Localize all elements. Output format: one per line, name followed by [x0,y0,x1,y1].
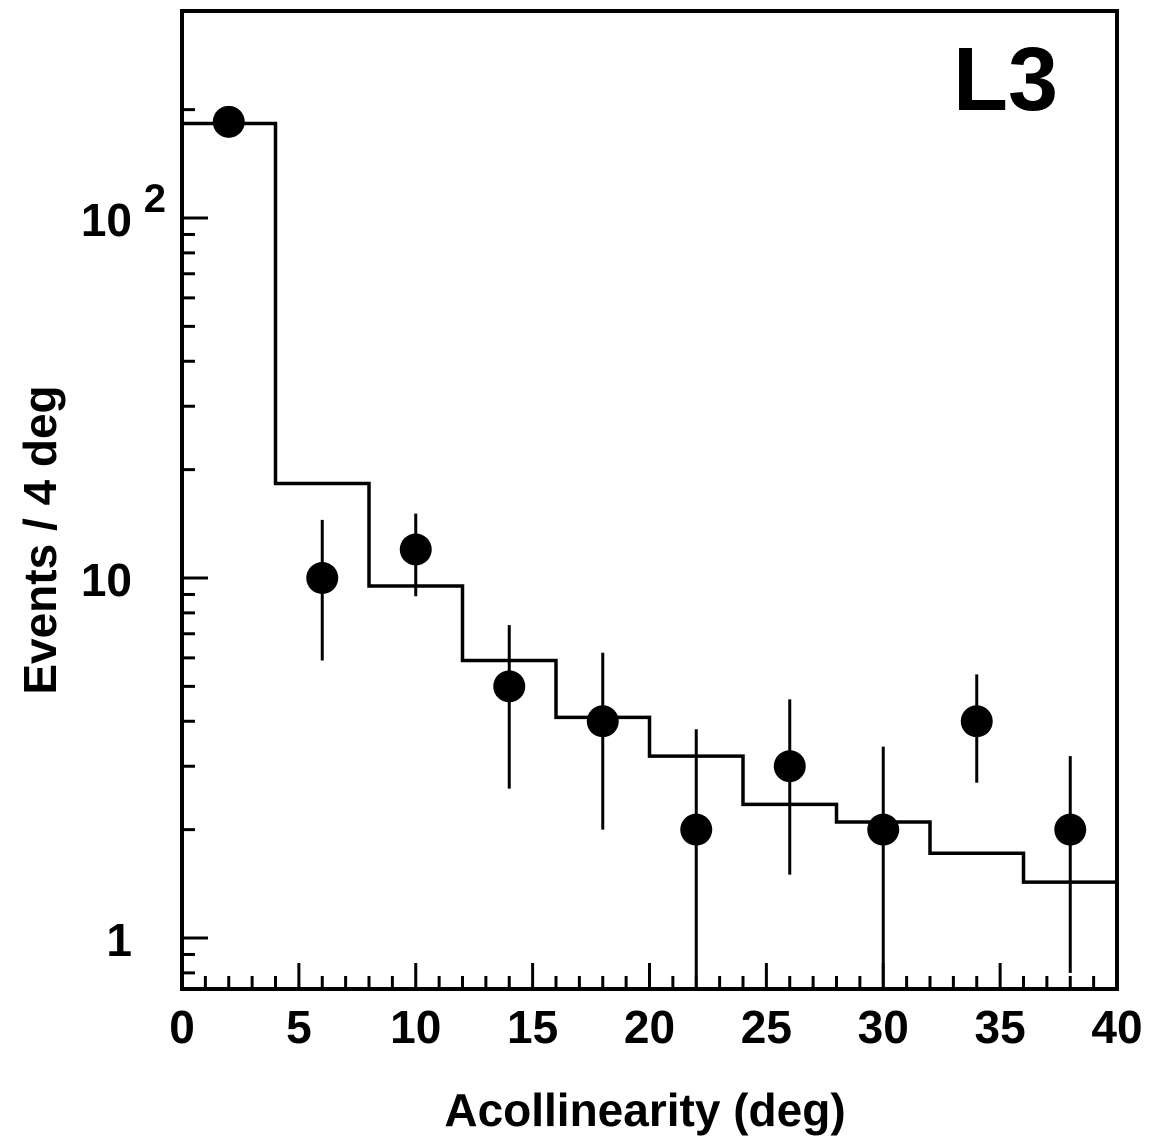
histogram-line [182,121,1117,884]
x-tick-label: 5 [286,1001,312,1053]
x-tick-label: 30 [858,1001,909,1053]
x-tick-label: 10 [390,1001,441,1053]
data-point [773,750,806,783]
plot-frame [180,9,1119,991]
x-tick-label: 35 [975,1001,1026,1053]
x-tick-label: 15 [507,1001,558,1053]
x-tick-label: 0 [169,1001,195,1053]
y-tick-label: 1 [106,914,132,966]
data-point [306,562,339,594]
data-point [212,105,245,138]
x-axis-ticks: 0 5 10 15 20 25 30 35 40 [169,963,1143,1053]
data-point [1054,813,1087,846]
x-tick-label: 20 [624,1001,675,1053]
y-tick-label: 10 [81,194,132,246]
x-tick-label: 25 [741,1001,792,1053]
y-tick-exponent: 2 [144,177,166,221]
data-point [493,670,526,703]
y-axis-title: Events / 4 deg [14,385,66,694]
y-axis-ticks: 1 10 10 2 [81,108,208,975]
data-points [212,105,1087,989]
x-tick-label: 40 [1091,1001,1142,1053]
data-point [586,705,619,738]
data-point [680,813,713,846]
experiment-label: L3 [953,30,1058,130]
x-axis-title: Acollinearity (deg) [444,1084,845,1136]
data-point [867,813,900,846]
data-point [960,705,993,738]
y-tick-label: 10 [81,554,132,606]
data-point [399,533,432,566]
mc-histogram [182,121,1117,884]
